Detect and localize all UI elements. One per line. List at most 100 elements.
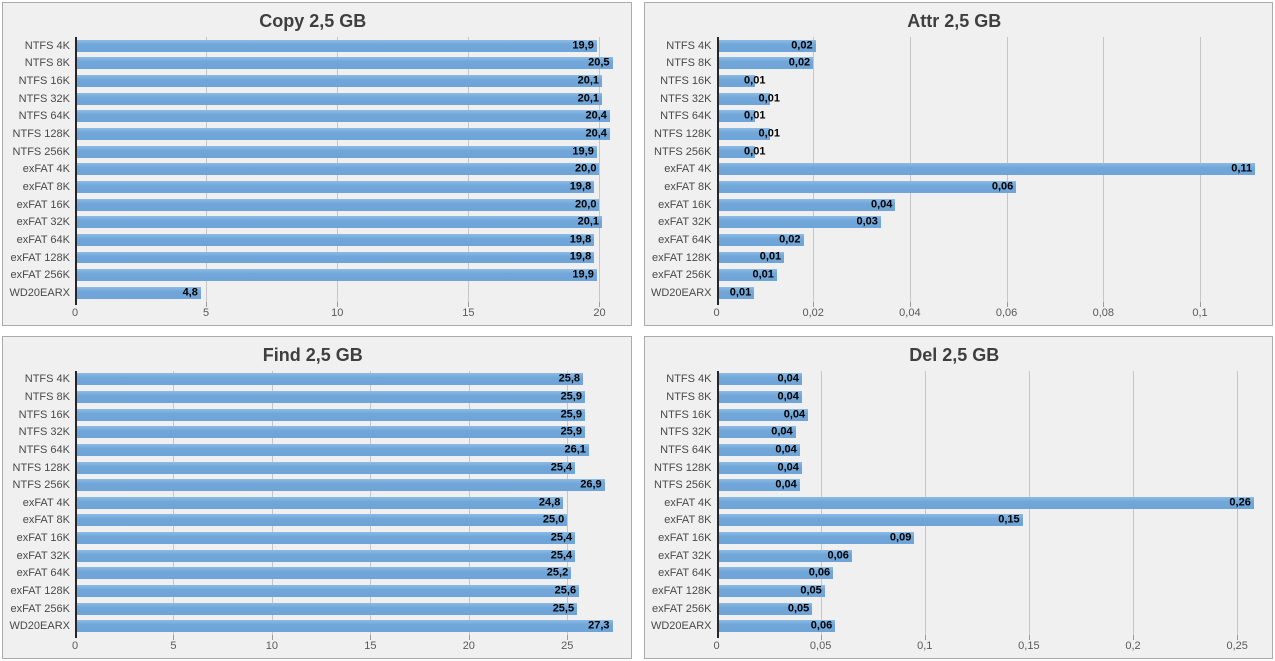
plot-area: 0,04 0,04 0,04 0,04 0,04 0,04 0,04 0,26 0,15 0,09…: [716, 370, 1259, 640]
category-label: exFAT 128K: [651, 251, 712, 264]
bar: 25,0: [75, 514, 568, 527]
bar: 24,8: [75, 497, 564, 509]
category-label: exFAT 8K: [22, 514, 70, 527]
category-label: exFAT 32K: [16, 549, 70, 562]
bar: 26,1: [75, 444, 589, 456]
bar-row: 25,9: [75, 406, 617, 424]
bar: 0,02: [716, 56, 814, 70]
category-label: NTFS 64K: [18, 443, 70, 456]
bar-value-label: 0,04: [775, 443, 797, 456]
category-label: WD20EARX: [650, 620, 712, 633]
chart-title: Find 2,5 GB: [262, 344, 363, 365]
tick-mark: [337, 301, 339, 307]
bar: 0,01: [716, 146, 765, 158]
bar-value-label: 0,01: [744, 145, 766, 158]
bar-value-label: 25,4: [550, 549, 573, 562]
bar: 0,04: [716, 425, 796, 439]
bar-row: 25,4: [75, 547, 617, 565]
bar-chart-attr: NTFS 4K NTFS 8K NTFS 16K NTFS 32K NTFS 64K NT…: [651, 37, 1259, 321]
bar-row: 20,0: [75, 160, 617, 178]
x-tick-label: 0,1: [917, 640, 933, 652]
x-axis: 0 0,02 0,04 0,06 0,08 0,1: [713, 301, 1259, 321]
tick-mark: [909, 301, 911, 307]
bar: 26,9: [75, 478, 605, 492]
category-label: exFAT 32K: [658, 216, 712, 229]
category-label: exFAT 256K: [10, 269, 70, 282]
bar-row: 0,06: [716, 547, 1259, 565]
gridline: [599, 37, 601, 307]
bar: 20,1: [75, 75, 603, 88]
category-label: exFAT 64K: [16, 233, 70, 246]
tick-mark: [1133, 635, 1135, 640]
bar-value-label: 0,02: [788, 56, 811, 69]
bar-value-label: 20,1: [577, 92, 600, 105]
x-tick-label: 0,25: [1226, 640, 1248, 652]
bar-row: 0,15: [716, 512, 1259, 530]
bar-value-label: 25,9: [560, 408, 582, 421]
category-label: NTFS 64K: [660, 443, 712, 456]
bar-value-label: 19,8: [569, 233, 592, 246]
bar-row: 25,4: [75, 529, 617, 547]
chart-title: Attr 2,5 GB: [907, 11, 1002, 31]
bar: 0,01: [716, 251, 785, 264]
bar: 0,11: [716, 163, 1256, 176]
x-tick-label: 0,08: [1092, 306, 1114, 319]
bar: 20,4: [75, 128, 610, 140]
plot-wrap: NTFS 4K NTFS 8K NTFS 16K NTFS 32K NTFS 64K NT…: [651, 37, 1259, 307]
bar-row: 0,04: [716, 423, 1259, 441]
tick-mark: [924, 635, 926, 640]
x-axis-line: [716, 37, 719, 305]
category-label: NTFS 64K: [18, 110, 70, 123]
category-label: exFAT 8K: [664, 180, 712, 193]
bar-row: 0,04: [716, 388, 1259, 406]
bar-value-label: 0,06: [827, 549, 849, 562]
category-label: exFAT 32K: [16, 216, 70, 229]
category-label: NTFS 256K: [12, 479, 70, 492]
bar-row: 0,11: [716, 160, 1259, 178]
bar-value-label: 25,8: [558, 372, 581, 385]
bar-row: 19,9: [75, 266, 617, 284]
bar: 0,02: [716, 40, 816, 52]
bar-row: 20,1: [75, 213, 617, 231]
tick-mark: [813, 301, 815, 307]
bar-row: 0,06: [716, 178, 1259, 196]
category-label: exFAT 64K: [16, 567, 70, 580]
x-tick-label: 20: [593, 306, 606, 319]
x-tick-label: 0,02: [802, 306, 824, 319]
x-tick-label: 0: [713, 306, 720, 319]
bar: 0,01: [716, 269, 777, 282]
bar-rows: 0,04 0,04 0,04 0,04 0,04 0,04 0,04 0,26 0,15 0,09…: [716, 371, 1259, 636]
category-label: NTFS 16K: [18, 75, 70, 88]
category-axis: NTFS 4K NTFS 8K NTFS 16K NTFS 32K NTFS 64K NT…: [651, 37, 717, 302]
bar-value-label: 0,05: [800, 584, 822, 597]
category-label: NTFS 16K: [660, 408, 712, 421]
bar: 25,8: [75, 372, 584, 386]
category-label: NTFS 32K: [660, 426, 712, 439]
bar-row: 25,5: [75, 600, 617, 618]
bar-chart-find: NTFS 4K NTFS 8K NTFS 16K NTFS 32K NTFS 64K NT…: [9, 370, 617, 655]
x-tick-label: 15: [462, 306, 475, 319]
bar: 0,05: [716, 603, 813, 615]
bar: 25,4: [75, 532, 576, 545]
chart-panel-copy: Copy 2,5 GB NTFS 4K NTFS 8K NTFS 16K NTFS 3…: [2, 2, 632, 326]
bar-value-label: 20,5: [588, 56, 610, 69]
bar-value-label: 25,2: [546, 566, 569, 579]
category-label: exFAT 4K: [664, 163, 712, 176]
category-label: NTFS 256K: [12, 145, 70, 158]
bar: 25,9: [75, 409, 585, 421]
tick-mark: [1103, 301, 1105, 307]
bar-row: 25,0: [75, 512, 617, 530]
x-tick-label: 10: [265, 640, 279, 652]
bar-value-label: 0,04: [771, 425, 793, 438]
category-label: exFAT 64K: [658, 567, 712, 580]
bar: 20,4: [75, 110, 610, 123]
bar-value-label: 26,9: [580, 478, 602, 491]
bar-row: 0,01: [716, 266, 1259, 284]
bar-chart-del: NTFS 4K NTFS 8K NTFS 16K NTFS 32K NTFS 64K NT…: [650, 370, 1259, 655]
category-label: WD20EARX: [9, 620, 70, 633]
bar-row: 0,04: [716, 459, 1259, 477]
category-label: NTFS 128K: [12, 128, 70, 141]
bar: 19,9: [75, 146, 597, 158]
bar: 4,8: [75, 287, 201, 299]
